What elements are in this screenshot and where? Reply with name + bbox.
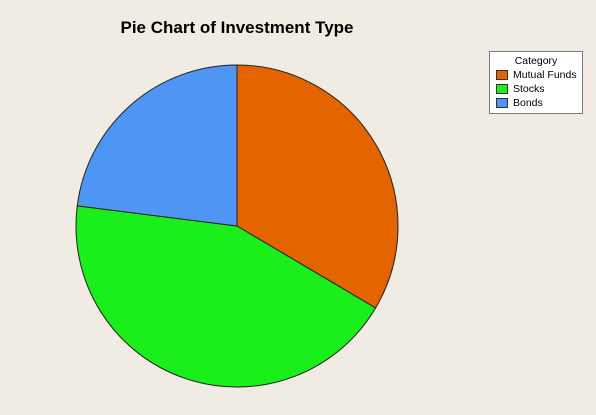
legend-item-stocks: Stocks bbox=[490, 82, 582, 96]
pie-slice-mutual-funds bbox=[236, 64, 399, 309]
legend-item-mutual-funds: Mutual Funds bbox=[490, 68, 582, 82]
legend-title: Category bbox=[514, 55, 558, 67]
legend-label-stocks: Stocks bbox=[513, 83, 545, 95]
legend-label-bonds: Bonds bbox=[513, 97, 543, 109]
chart-title: Pie Chart of Investment Type bbox=[120, 18, 354, 37]
legend-swatch-bonds bbox=[496, 98, 508, 108]
legend-label-mutual-funds: Mutual Funds bbox=[513, 69, 577, 81]
legend: Category Mutual Funds Stocks Bonds bbox=[489, 51, 583, 114]
pie-slice-stocks bbox=[75, 205, 377, 388]
pie-slice-bonds bbox=[76, 64, 238, 227]
legend-swatch-stocks bbox=[496, 84, 508, 94]
legend-swatch-mutual-funds bbox=[496, 70, 508, 80]
legend-item-bonds: Bonds bbox=[490, 96, 582, 110]
